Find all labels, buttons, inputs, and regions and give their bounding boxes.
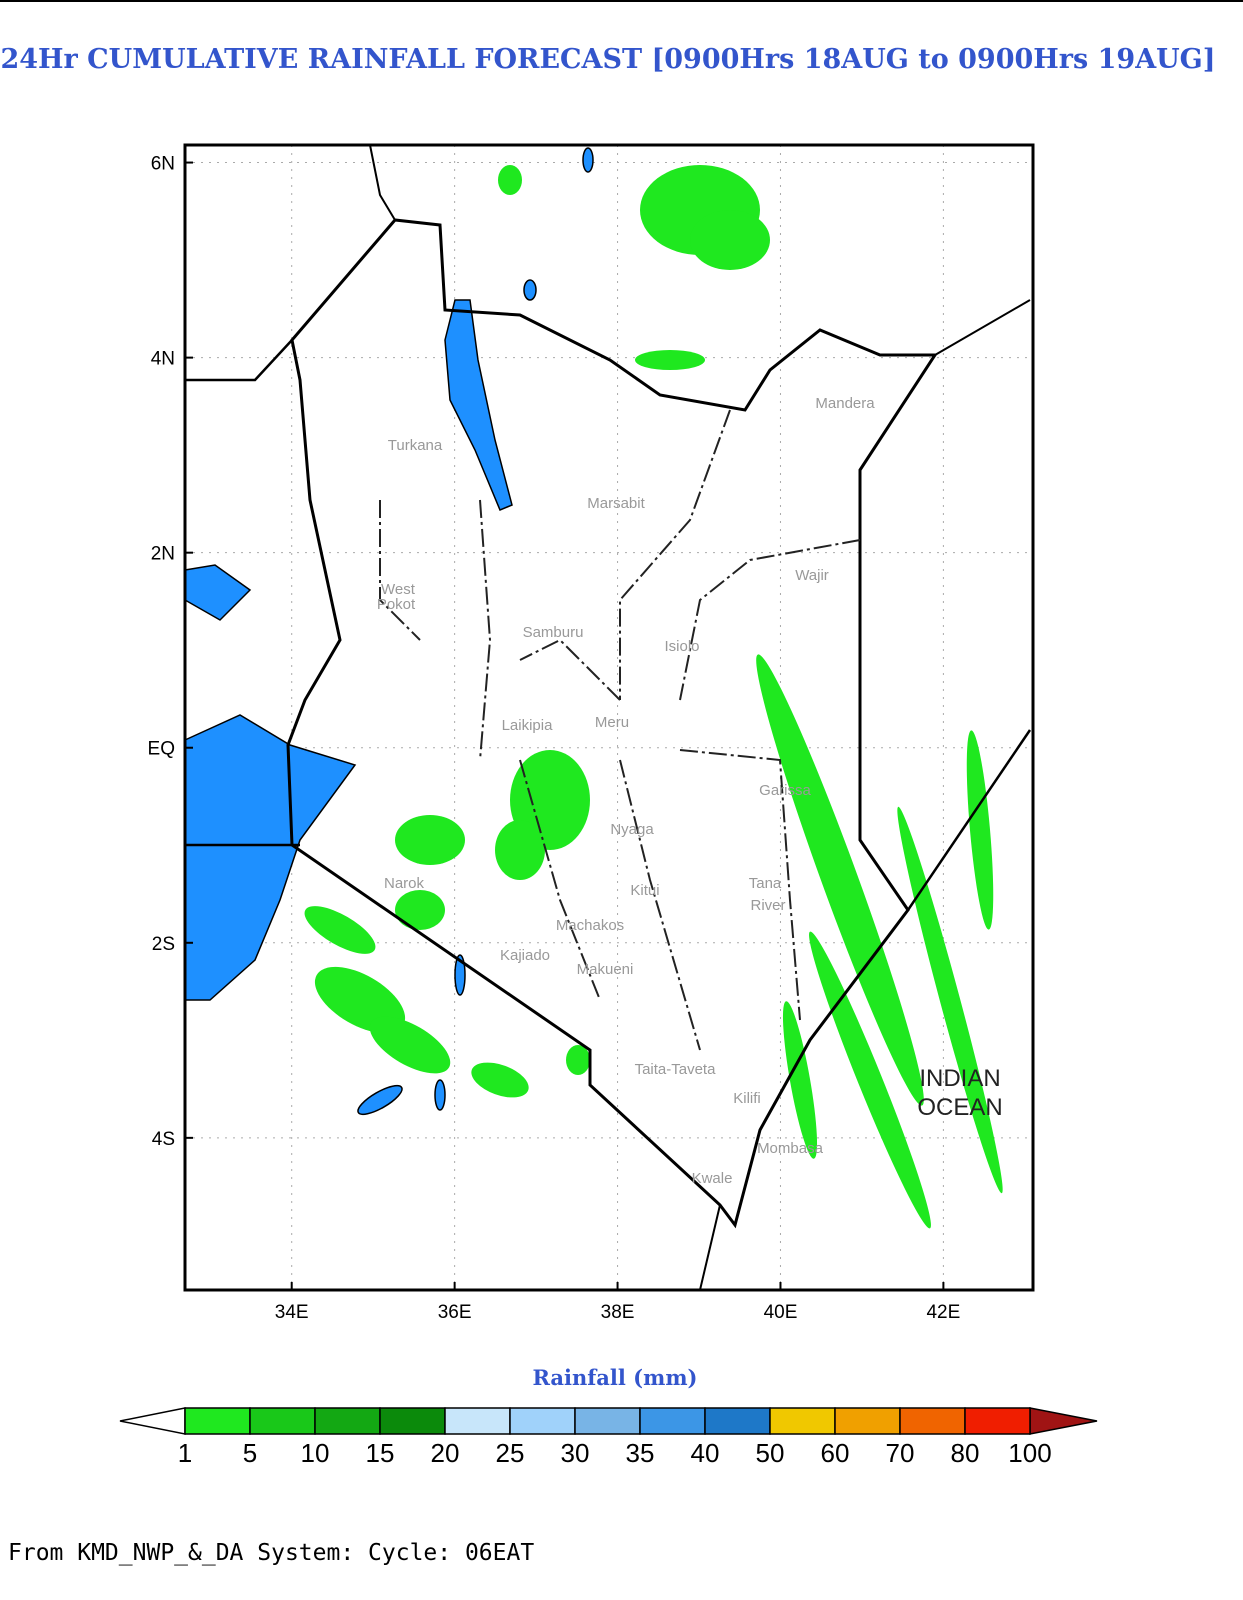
- place-label: Samburu: [523, 624, 584, 641]
- water: [184, 147, 594, 1116]
- colorbar-label: 5: [243, 1438, 257, 1468]
- colorbar-label: 30: [561, 1438, 590, 1468]
- colorbar-box: [574, 1407, 641, 1435]
- rain-areas: [304, 165, 1003, 1229]
- lat-tick-label: 4S: [152, 1129, 175, 1150]
- colorbar-label: 70: [886, 1438, 915, 1468]
- colorbar-box: [249, 1407, 316, 1435]
- place-label: Machakos: [556, 917, 624, 934]
- place-label: Taita-Taveta: [635, 1061, 717, 1078]
- map-background: [185, 145, 1033, 1290]
- lat-tick-label: 6N: [151, 154, 175, 175]
- place-label: Kajiado: [500, 947, 550, 964]
- map-frame: [183, 143, 1035, 1292]
- place-label: Isiolo: [664, 638, 699, 655]
- colorbar-box: [834, 1407, 901, 1435]
- place-label: River: [750, 897, 785, 914]
- place-label: Garissa: [759, 782, 811, 799]
- lat-tick-label: 4N: [151, 349, 175, 370]
- colorbar-label: 50: [756, 1438, 785, 1468]
- place-label: Mandera: [815, 395, 875, 412]
- colorbar-box: [704, 1407, 771, 1435]
- lon-tick-label: 42E: [926, 1302, 960, 1323]
- colorbar-box: [184, 1407, 251, 1435]
- place-label: Pokot: [377, 596, 416, 613]
- place-label: Nyaga: [610, 821, 654, 838]
- lat-tick-label: EQ: [148, 739, 175, 760]
- place-label: Laikipia: [502, 717, 554, 734]
- colorbar-under: [119, 1407, 186, 1435]
- place-label: Kitui: [630, 882, 659, 899]
- place-label: West: [381, 581, 416, 598]
- lat-tick-label: 2N: [151, 544, 175, 565]
- lon-tick-label: 40E: [764, 1302, 798, 1323]
- colorbar-label: 25: [496, 1438, 525, 1468]
- colorbar-label: 15: [366, 1438, 395, 1468]
- colorbar-label: 20: [431, 1438, 460, 1468]
- colorbar-box: [314, 1407, 381, 1435]
- lat-tick-label: 2S: [152, 934, 175, 955]
- colorbar-over: [1029, 1407, 1098, 1435]
- place-label: Tana: [749, 875, 782, 892]
- colorbar-label: 35: [626, 1438, 655, 1468]
- place-label: Kwale: [692, 1170, 733, 1187]
- place-label: Meru: [595, 714, 629, 731]
- county-borders: [379, 409, 861, 1051]
- colorbar-box: [379, 1407, 446, 1435]
- colorbar-label: 60: [821, 1438, 850, 1468]
- colorbar-box: [769, 1407, 836, 1435]
- place-label: Marsabit: [587, 495, 645, 512]
- lon-tick-label: 34E: [275, 1302, 309, 1323]
- colorbar-label: 1: [178, 1438, 192, 1468]
- colorbar-title: Rainfall (mm): [532, 1365, 697, 1390]
- axes: 34E 36E 38E 40E 42E 6N 4N 2N EQ 2S 4S: [148, 154, 961, 1323]
- grid: [185, 145, 1033, 1290]
- colorbar-box: [509, 1407, 576, 1435]
- colorbar-box: [964, 1407, 1031, 1435]
- colorbar-box: [444, 1407, 511, 1435]
- colorbar-label: 80: [951, 1438, 980, 1468]
- borders: [185, 144, 1032, 1291]
- ocean-label: OCEAN: [917, 1094, 1002, 1121]
- colorbar-box: [899, 1407, 966, 1435]
- map-title: 24Hr CUMULATIVE RAINFALL FORECAST [0900H…: [0, 44, 1215, 75]
- colorbar-box: [639, 1407, 706, 1435]
- colorbar-label: 100: [1008, 1438, 1051, 1468]
- place-label: Mombasa: [757, 1140, 824, 1157]
- lon-tick-label: 36E: [438, 1302, 472, 1323]
- colorbar-label: 40: [691, 1438, 720, 1468]
- place-label: Turkana: [388, 437, 443, 454]
- lon-tick-label: 38E: [601, 1302, 635, 1323]
- footer: From KMD_NWP_&_DA System: Cycle: 06EAT: [8, 1540, 534, 1566]
- place-label: Narok: [384, 875, 425, 892]
- place-label: Kilifi: [733, 1090, 761, 1107]
- colorbar-label: 10: [301, 1438, 330, 1468]
- colorbar: 1 5 10 15 20 25 30 35 40 50 60 70 80 100: [119, 1407, 1098, 1468]
- place-label: Wajir: [795, 567, 829, 584]
- ocean-label: INDIAN: [919, 1065, 1000, 1092]
- place-label: Makueni: [577, 961, 634, 978]
